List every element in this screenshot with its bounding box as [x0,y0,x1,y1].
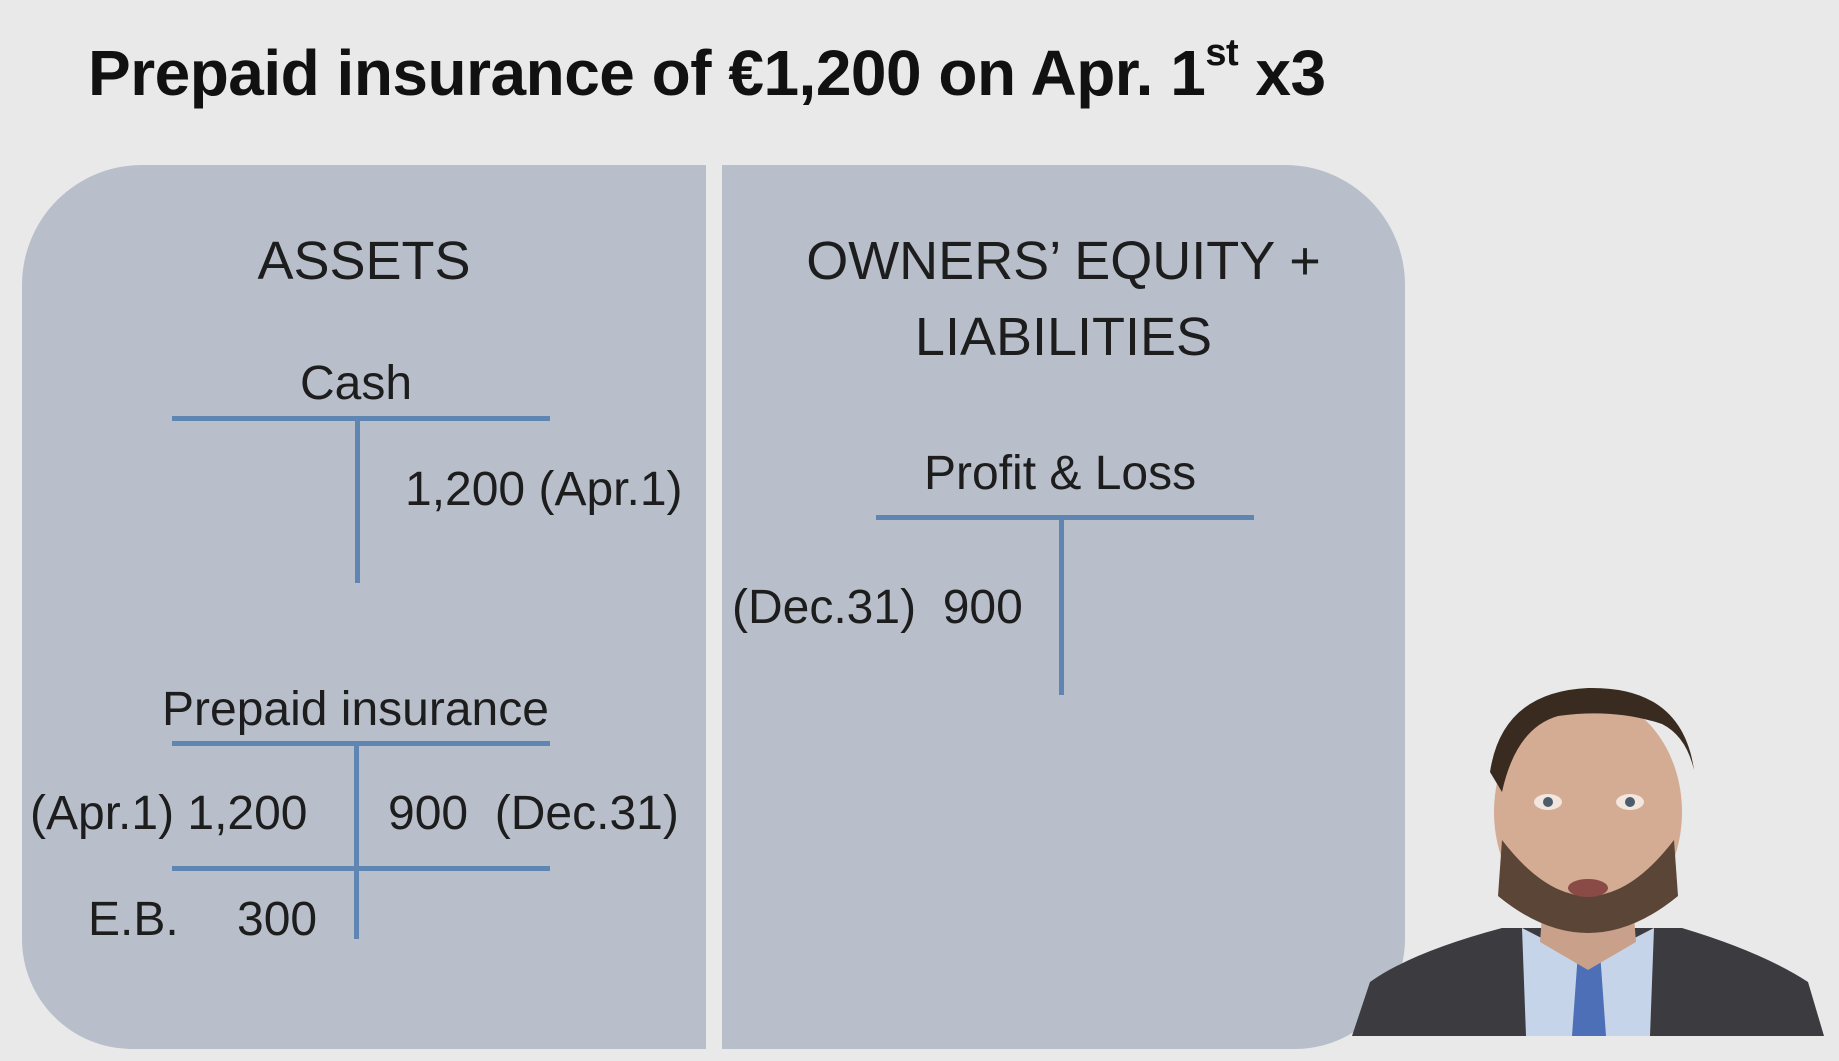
pnl-account-name: Profit & Loss [924,447,1197,500]
prepaid-ending-balance-label: E.B. [88,893,179,946]
pnl-t-account-stem [1059,519,1064,695]
pnl-t-account-top [876,515,1254,520]
cash-credit-entry: 1,200 (Apr.1) [405,463,683,516]
title-superscript: st [1205,32,1239,74]
cash-account-name: Cash [300,357,413,410]
assets-heading: ASSETS [257,231,471,291]
equity-heading-line1: OWNERS’ EQUITY + [806,231,1321,291]
prepaid-t-account-top [172,741,550,746]
equity-heading-line2: LIABILITIES [914,307,1213,367]
title-suffix: x3 [1238,37,1326,109]
cash-t-account-top [172,416,550,421]
prepaid-credit-entry: 900 (Dec.31) [388,787,679,840]
pnl-debit-entry: (Dec.31) 900 [732,581,1023,634]
presenter-video-icon [1352,652,1824,1036]
cash-t-account-stem [355,420,360,583]
prepaid-ending-balance-value: 300 [237,893,318,946]
title-main: Prepaid insurance of €1,200 on Apr. 1 [88,37,1206,109]
prepaid-debit-entry: (Apr.1) 1,200 [30,787,308,840]
prepaid-t-account-stem [354,745,359,939]
assets-panel [22,165,706,1049]
slide-title: Prepaid insurance of €1,200 on Apr. 1st … [88,32,1326,110]
prepaid-balance-line [172,866,550,871]
prepaid-account-name: Prepaid insurance [162,683,549,736]
